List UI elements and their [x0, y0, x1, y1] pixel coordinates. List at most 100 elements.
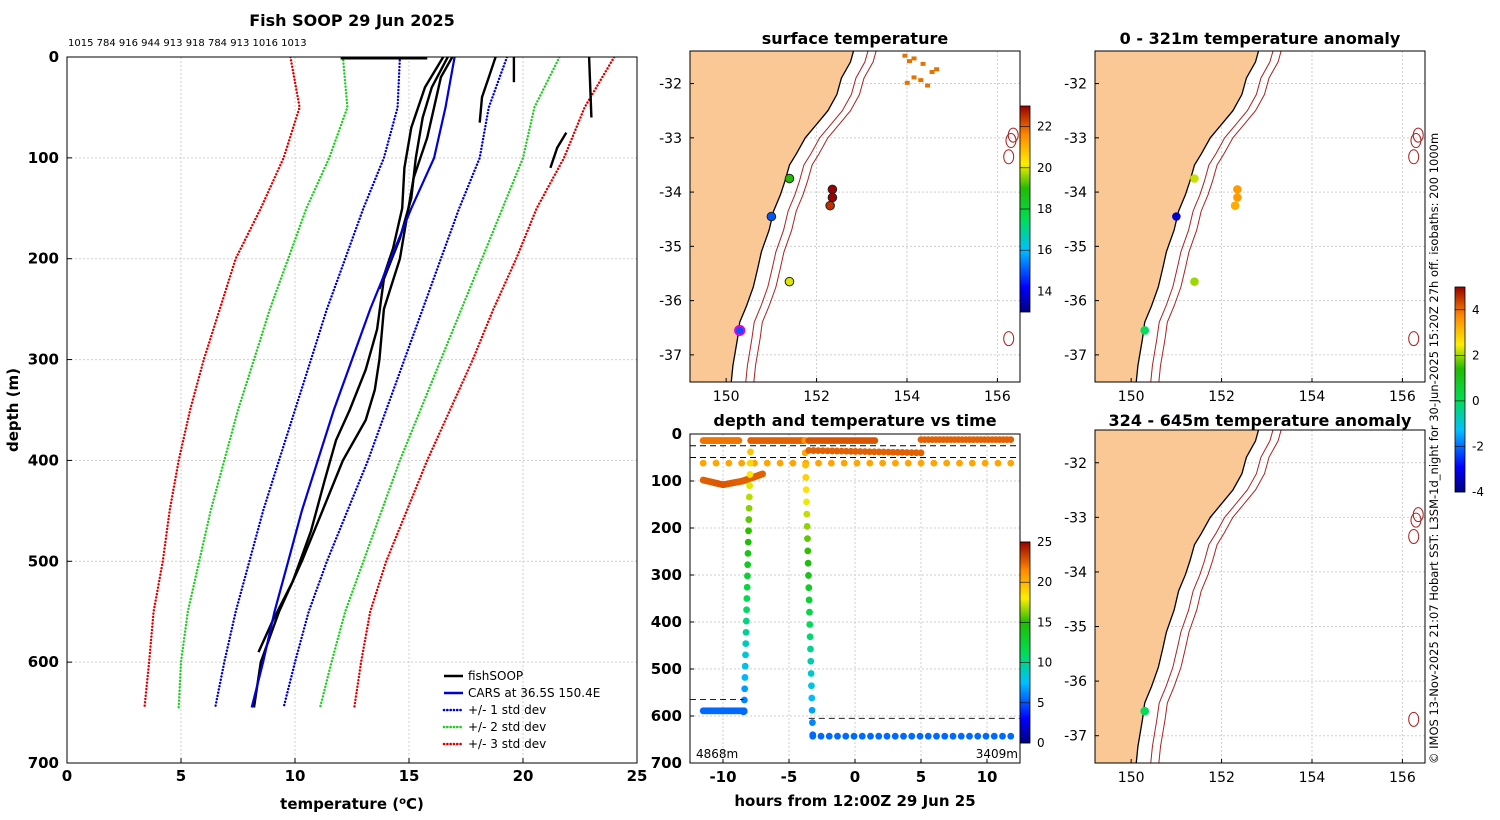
- dt-sample: [809, 732, 817, 740]
- sst-pixel: [929, 69, 935, 74]
- fishsoop-profile: [587, 57, 593, 118]
- map-y-tick-label: -37: [1064, 348, 1087, 364]
- dt-sample: [744, 561, 752, 569]
- dt-sample: [1007, 459, 1015, 467]
- dt-sample: [808, 682, 815, 690]
- highlight-marker: [734, 324, 746, 337]
- dt-sample: [941, 732, 949, 740]
- dt-sample: [712, 459, 720, 467]
- map-y-tick-label: -32: [659, 77, 682, 93]
- colorbar-label: 20: [1037, 161, 1052, 175]
- dt-sample: [742, 617, 750, 625]
- dt-sample: [745, 527, 752, 535]
- profile-x-ticks: 0 5 10 15 20 25: [62, 758, 647, 785]
- dt-sample: [763, 459, 771, 467]
- dt-sample: [858, 732, 866, 740]
- dt-sample: [741, 662, 749, 670]
- dt-sample: [1007, 732, 1015, 740]
- station-marker: [827, 192, 838, 203]
- dt-x-tick-label: 5: [916, 768, 926, 786]
- isobath-line: [753, 51, 877, 382]
- island-outline: [1408, 528, 1420, 544]
- dt-sample: [804, 547, 812, 555]
- dt-x-tick-label: 0: [850, 768, 860, 786]
- colorbar-fill: [1019, 541, 1031, 744]
- colorbar-label: 4: [1472, 303, 1480, 317]
- dt-sample: [807, 670, 815, 677]
- island-outline: [1410, 512, 1422, 528]
- station-marker: [1190, 174, 1199, 183]
- map-y-tick-label: -34: [1064, 565, 1087, 581]
- dt-sample: [981, 459, 989, 467]
- island-outline: [1408, 149, 1420, 165]
- island-outline: [1408, 331, 1420, 347]
- dt-sample: [990, 732, 998, 740]
- profile-y-tick-label: 100: [28, 149, 59, 167]
- map-anomaly-lower-title: 324 - 645m temperature anomaly: [1109, 411, 1412, 430]
- std-line-left: [214, 57, 402, 709]
- dt-sample: [743, 583, 751, 591]
- island-outline: [1412, 507, 1424, 523]
- colorbar-label: 18: [1037, 202, 1052, 216]
- dt-sample: [815, 459, 822, 467]
- dt-sample: [805, 572, 812, 579]
- profile-x-label: temperature (oC): [280, 795, 424, 813]
- station-marker: [1172, 212, 1181, 221]
- station-marker: [825, 200, 835, 211]
- colorbar-label: 15: [1037, 615, 1052, 629]
- dt-sample: [900, 732, 907, 740]
- dt-x-tick-label: -10: [709, 768, 736, 786]
- dt-sample: [741, 685, 749, 693]
- dt-sample: [916, 732, 924, 740]
- profile-y-tick-label: 400: [28, 451, 59, 469]
- sst-pixel: [925, 83, 931, 88]
- colorbar-label: 22: [1037, 120, 1052, 134]
- dt-sample: [875, 732, 883, 740]
- map-x-tick-label: 150: [1118, 389, 1145, 405]
- profile-panel: Fish SOOP 29 Jun 2025 1015 784 916 944 9…: [4, 11, 647, 813]
- dt-sample: [699, 459, 707, 467]
- sst-pixel: [904, 80, 910, 85]
- map-anomaly-upper-ticks: 150 152 154 156 -32 -33 -34 -35 -36 -37: [1064, 77, 1416, 405]
- dt-sample: [853, 459, 861, 467]
- map-anomaly-upper-title: 0 - 321m temperature anomaly: [1120, 29, 1401, 48]
- dt-sample: [924, 732, 932, 740]
- dt-sample: [994, 459, 1002, 467]
- map-surface-content: [690, 51, 1020, 382]
- dt-sample: [738, 459, 746, 467]
- isobath-line: [1150, 51, 1274, 382]
- profile-title: Fish SOOP 29 Jun 2025: [249, 11, 455, 30]
- dt-sample: [808, 694, 816, 702]
- dt-sample: [805, 584, 813, 592]
- dt-sample: [725, 459, 733, 467]
- profile-data: [143, 57, 616, 709]
- dt-y-tick-label: 700: [651, 754, 682, 772]
- colorbar-label: 0: [1037, 736, 1045, 750]
- dt-sample: [904, 459, 912, 467]
- dt-sample: [803, 522, 811, 530]
- station-marker: [766, 211, 777, 222]
- std-line-right: [282, 57, 509, 709]
- dt-sample: [746, 482, 754, 490]
- map-x-tick-label: 152: [1208, 389, 1235, 405]
- dt-sample: [943, 459, 951, 467]
- station-marker: [1140, 706, 1150, 716]
- dt-sample: [740, 696, 748, 704]
- dt-sample: [742, 651, 749, 659]
- profile-y-label: depth (m): [4, 368, 22, 452]
- isobath-line: [1158, 430, 1282, 763]
- map-y-tick-label: -36: [1064, 674, 1087, 690]
- dt-sample: [743, 606, 750, 614]
- island-outline: [1005, 133, 1017, 149]
- dt-sample: [735, 437, 743, 444]
- depth-time-annotation-left: 4868m: [696, 747, 738, 761]
- dt-sample: [968, 459, 976, 467]
- dt-sample: [930, 459, 938, 467]
- station-marker: [1233, 193, 1242, 202]
- fishsoop-profile: [378, 57, 445, 290]
- map-x-tick-label: 156: [984, 389, 1011, 405]
- dt-sample: [999, 732, 1006, 740]
- dt-sample: [908, 732, 916, 740]
- dt-sample: [866, 459, 874, 467]
- dt-y-tick-label: 400: [651, 613, 682, 631]
